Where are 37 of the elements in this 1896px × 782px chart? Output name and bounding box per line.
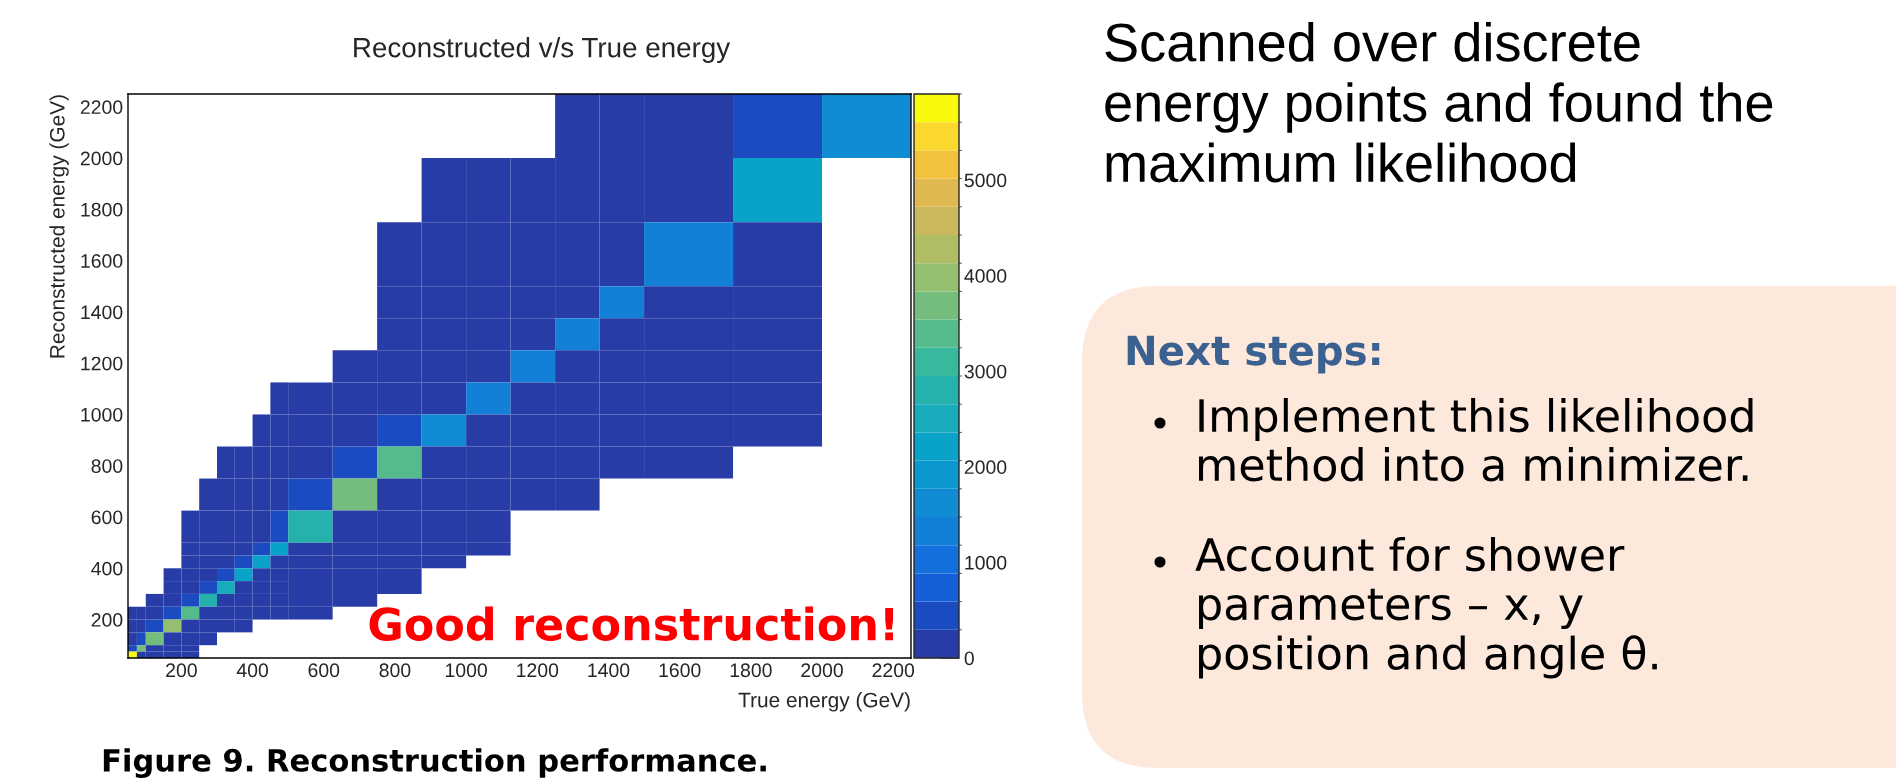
x-tick-label: 1800 xyxy=(730,663,772,678)
y-tick-label: 1000 xyxy=(81,407,123,422)
text: Scanned over discrete energy points and found the maximum likelihood xyxy=(1105,22,1773,183)
x-tick-label: 1200 xyxy=(517,663,559,678)
text: Implement this likelihood method into a minimizer. xyxy=(1199,398,1753,482)
y-tick-label: 1600 xyxy=(81,254,123,268)
x-tick-label: 400 xyxy=(236,663,269,678)
color-bar-label: 5000 xyxy=(964,173,1007,188)
x-axis-title: True energy (GeV) xyxy=(738,692,910,712)
y-tick-label: 600 xyxy=(91,510,123,525)
text: Next steps: xyxy=(1127,335,1380,374)
annotation: Good reconstruction! xyxy=(369,606,894,641)
y-tick-label: 1800 xyxy=(81,202,123,217)
y-tick-label: 1400 xyxy=(81,305,123,320)
x-tick-label: 1400 xyxy=(588,663,630,678)
y-tick-label: 400 xyxy=(91,561,123,576)
y-tick-label: 200 xyxy=(91,613,123,627)
color-bar-label: 3000 xyxy=(964,364,1007,379)
color-bar-label: 0 xyxy=(964,651,974,666)
x-tick-label: 2000 xyxy=(801,663,843,678)
text: Account for shower parameters – x, y position and angle θ. xyxy=(1195,537,1657,679)
y-tick-label: 2200 xyxy=(80,100,123,115)
y-tick-label: 1200 xyxy=(81,356,123,371)
y-tick-label: 2000 xyxy=(80,151,123,166)
caption: Figure 9. Reconstruction performance. xyxy=(103,748,766,778)
x-tick-label: 1600 xyxy=(659,663,701,678)
x-tick-label: 2200 xyxy=(872,663,915,678)
x-tick-label: 200 xyxy=(166,663,197,678)
y-axis-title: Reconstructed energy (GeV) xyxy=(49,95,69,358)
color-bar-label: 1000 xyxy=(965,555,1007,570)
color-bar-label: 4000 xyxy=(964,269,1007,283)
x-tick-label: 600 xyxy=(308,663,340,678)
chart-title: Reconstructed v/s True energy xyxy=(354,37,731,63)
x-tick-label: 1000 xyxy=(445,663,487,678)
color-bar-label: 2000 xyxy=(964,460,1007,475)
y-tick-label: 800 xyxy=(91,459,123,473)
x-tick-label: 800 xyxy=(379,663,411,678)
